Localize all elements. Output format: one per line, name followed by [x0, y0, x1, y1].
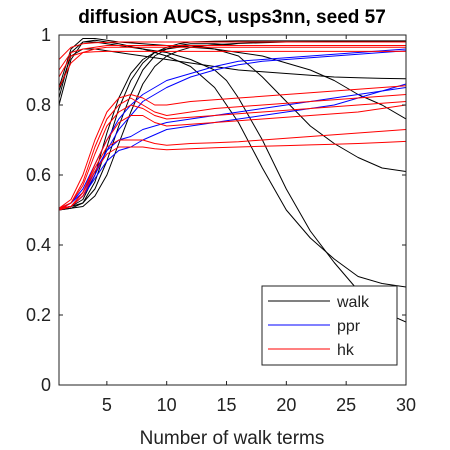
y-tick-label: 0: [41, 375, 51, 395]
x-axis-label: Number of walk terms: [140, 428, 325, 449]
legend-label-ppr: ppr: [337, 318, 361, 335]
series-line-hk-16: [59, 85, 406, 209]
x-tick-label: 5: [102, 395, 112, 415]
tick-layer: 5 10 15 20 25 30 0 0.2 0.4 0.6 0.8 1: [26, 25, 416, 415]
series-line-hk-21: [59, 140, 406, 209]
x-tick-label: 25: [336, 395, 356, 415]
series-line-hk-12: [59, 46, 406, 88]
y-tick-label: 0.2: [26, 305, 51, 325]
legend-label-hk: hk: [337, 342, 355, 359]
x-tick-label: 10: [157, 395, 177, 415]
y-tick-label: 0.6: [26, 165, 51, 185]
x-tick-label: 15: [217, 395, 237, 415]
series-line-walk-0: [59, 38, 406, 120]
chart-title: diffusion AUCS, usps3nn, seed 57: [78, 7, 386, 28]
series-line-ppr-9: [59, 50, 406, 211]
y-tick-label: 0.8: [26, 95, 51, 115]
legend: walk ppr hk: [261, 285, 398, 366]
series-line-hk-14: [59, 50, 406, 78]
series-line-hk-18: [59, 101, 406, 211]
series-line-hk-19: [59, 104, 406, 211]
series-line-ppr-11: [59, 83, 406, 209]
x-tick-label: 20: [276, 395, 296, 415]
y-tick-label: 1: [41, 25, 51, 45]
legend-label-walk: walk: [336, 294, 370, 311]
axes-box: [58, 34, 407, 386]
series-line-walk-1: [59, 39, 406, 288]
x-tick-label: 30: [396, 395, 416, 415]
series-layer: [59, 38, 406, 323]
series-line-hk-13: [59, 45, 406, 71]
y-tick-label: 0.4: [26, 235, 51, 255]
series-line-walk-6: [59, 40, 406, 211]
series-line-walk-7: [59, 40, 406, 211]
series-line-hk-15: [59, 41, 406, 60]
series-line-hk-17: [59, 94, 406, 209]
series-line-hk-20: [59, 129, 406, 211]
